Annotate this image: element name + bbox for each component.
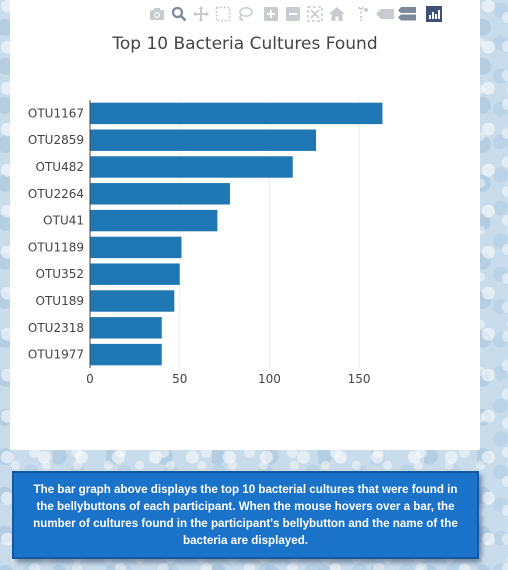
chart-card: Top 10 Bacteria Cultures Found OTU1167 OT… <box>10 0 480 450</box>
bar-chart: OTU1167 OTU2859 OTU482 OTU2264 OTU41 OTU1189 O… <box>28 100 383 386</box>
x-tick-label: 50 <box>172 372 187 386</box>
bar-otu482[interactable] <box>90 156 293 178</box>
modebar <box>146 5 442 23</box>
bar-otu41[interactable] <box>90 209 218 232</box>
bar-otu352[interactable] <box>90 263 180 285</box>
plotly-logo-icon[interactable] <box>426 6 442 22</box>
y-tick-label: OTU1167 <box>28 106 84 120</box>
pan-icon[interactable] <box>190 5 212 23</box>
bar-otu1977[interactable] <box>90 343 162 366</box>
bar-otu2859[interactable] <box>90 129 317 151</box>
y-tick-label: OTU482 <box>36 160 84 174</box>
hover-closest-icon[interactable] <box>374 5 396 23</box>
y-tick-label: OTU2264 <box>28 187 84 201</box>
zoom-out-icon[interactable] <box>282 5 304 23</box>
bars <box>90 102 383 366</box>
lasso-select-icon[interactable] <box>234 5 256 23</box>
bar-otu189[interactable] <box>90 290 175 312</box>
y-tick-label: OTU352 <box>36 267 84 281</box>
bar-otu2264[interactable] <box>90 183 230 205</box>
home-icon[interactable] <box>326 5 348 23</box>
bar-otu1189[interactable] <box>90 236 182 259</box>
x-tick-label: 150 <box>348 372 371 386</box>
chart-title: Top 10 Bacteria Cultures Found <box>112 34 378 54</box>
x-axis-ticks: 0 50 100 150 <box>86 372 370 386</box>
description-text: The bar graph above displays the top 10 … <box>33 483 458 547</box>
autoscale-icon[interactable] <box>304 5 326 23</box>
y-tick-label: OTU41 <box>43 214 84 228</box>
y-tick-label: OTU2318 <box>28 321 84 335</box>
camera-icon[interactable] <box>146 5 168 23</box>
hover-compare-icon[interactable] <box>396 5 418 23</box>
x-tick-label: 0 <box>86 372 94 386</box>
y-tick-label: OTU189 <box>36 294 84 308</box>
y-axis-ticks: OTU1167 OTU2859 OTU482 OTU2264 OTU41 OTU1189 O… <box>28 106 84 361</box>
description-box: The bar graph above displays the top 10 … <box>12 471 479 559</box>
bar-otu1167[interactable] <box>90 102 383 125</box>
zoom-in-icon[interactable] <box>260 5 282 23</box>
bar-otu2318[interactable] <box>90 317 162 339</box>
x-tick-label: 100 <box>258 372 281 386</box>
spike-lines-icon[interactable] <box>352 5 374 23</box>
box-select-icon[interactable] <box>212 5 234 23</box>
y-tick-label: OTU1977 <box>28 348 84 362</box>
zoom-icon[interactable] <box>168 5 190 23</box>
y-tick-label: OTU2859 <box>28 133 84 147</box>
y-tick-label: OTU1189 <box>28 240 84 254</box>
